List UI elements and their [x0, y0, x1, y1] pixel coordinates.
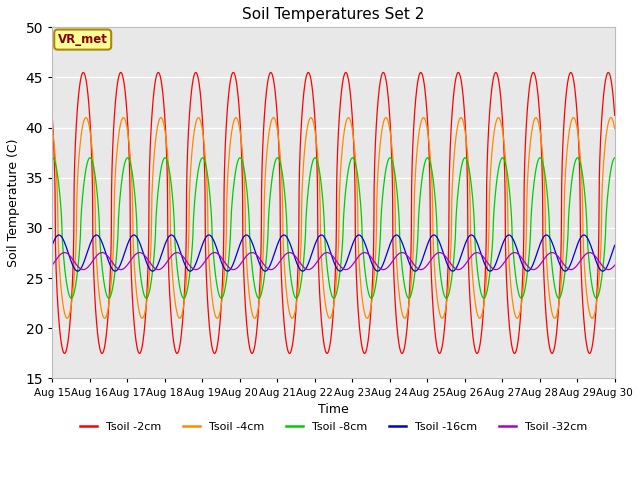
Tsoil -4cm	[611, 123, 618, 129]
Tsoil -2cm	[48, 112, 56, 118]
Tsoil -32cm	[611, 263, 618, 269]
Tsoil -8cm	[492, 191, 499, 196]
Tsoil -8cm	[611, 156, 618, 161]
Tsoil -4cm	[313, 142, 321, 147]
Tsoil -16cm	[312, 238, 320, 244]
Tsoil -2cm	[611, 105, 618, 111]
Tsoil -4cm	[492, 121, 499, 127]
Tsoil -4cm	[611, 126, 618, 132]
Tsoil -8cm	[611, 155, 618, 161]
Tsoil -4cm	[48, 126, 56, 132]
Text: VR_met: VR_met	[58, 33, 108, 46]
Title: Soil Temperatures Set 2: Soil Temperatures Set 2	[242, 7, 424, 22]
Tsoil -2cm	[492, 70, 499, 75]
Tsoil -32cm	[429, 255, 436, 261]
X-axis label: Time: Time	[318, 403, 349, 416]
Line: Tsoil -4cm: Tsoil -4cm	[52, 118, 614, 318]
Line: Tsoil -32cm: Tsoil -32cm	[52, 252, 614, 270]
Tsoil -16cm	[524, 268, 531, 274]
Tsoil -4cm	[149, 165, 157, 171]
Line: Tsoil -2cm: Tsoil -2cm	[52, 72, 614, 353]
Y-axis label: Soil Temperature (C): Soil Temperature (C)	[7, 139, 20, 267]
Tsoil -16cm	[505, 232, 513, 238]
Tsoil -8cm	[555, 295, 563, 301]
Tsoil -32cm	[79, 267, 87, 273]
Tsoil -2cm	[150, 93, 157, 99]
Tsoil -32cm	[61, 250, 68, 255]
Tsoil -2cm	[611, 112, 618, 118]
Tsoil -16cm	[611, 242, 618, 248]
Tsoil -16cm	[460, 246, 467, 252]
Legend: Tsoil -2cm, Tsoil -4cm, Tsoil -8cm, Tsoil -16cm, Tsoil -32cm: Tsoil -2cm, Tsoil -4cm, Tsoil -8cm, Tsoi…	[76, 417, 591, 436]
Tsoil -8cm	[312, 156, 320, 162]
Tsoil -16cm	[48, 242, 56, 248]
Tsoil -2cm	[429, 299, 436, 304]
Tsoil -32cm	[313, 260, 321, 265]
Tsoil -8cm	[429, 171, 436, 177]
Tsoil -2cm	[61, 350, 68, 356]
Tsoil -4cm	[460, 121, 468, 127]
Tsoil -16cm	[149, 268, 157, 274]
Tsoil -8cm	[536, 155, 544, 161]
Tsoil -2cm	[79, 70, 87, 75]
Tsoil -32cm	[150, 264, 157, 270]
Tsoil -4cm	[157, 115, 164, 120]
Tsoil -4cm	[176, 315, 184, 321]
Tsoil -16cm	[429, 233, 436, 239]
Tsoil -32cm	[492, 267, 499, 273]
Tsoil -4cm	[429, 200, 436, 205]
Tsoil -8cm	[48, 155, 56, 161]
Line: Tsoil -8cm: Tsoil -8cm	[52, 158, 614, 298]
Tsoil -32cm	[611, 262, 618, 268]
Tsoil -32cm	[48, 262, 56, 268]
Tsoil -16cm	[492, 262, 499, 267]
Tsoil -2cm	[313, 153, 321, 159]
Tsoil -8cm	[460, 156, 467, 162]
Tsoil -16cm	[611, 244, 618, 250]
Line: Tsoil -16cm: Tsoil -16cm	[52, 235, 614, 271]
Tsoil -32cm	[460, 264, 468, 269]
Tsoil -2cm	[460, 100, 468, 106]
Tsoil -8cm	[149, 262, 157, 268]
